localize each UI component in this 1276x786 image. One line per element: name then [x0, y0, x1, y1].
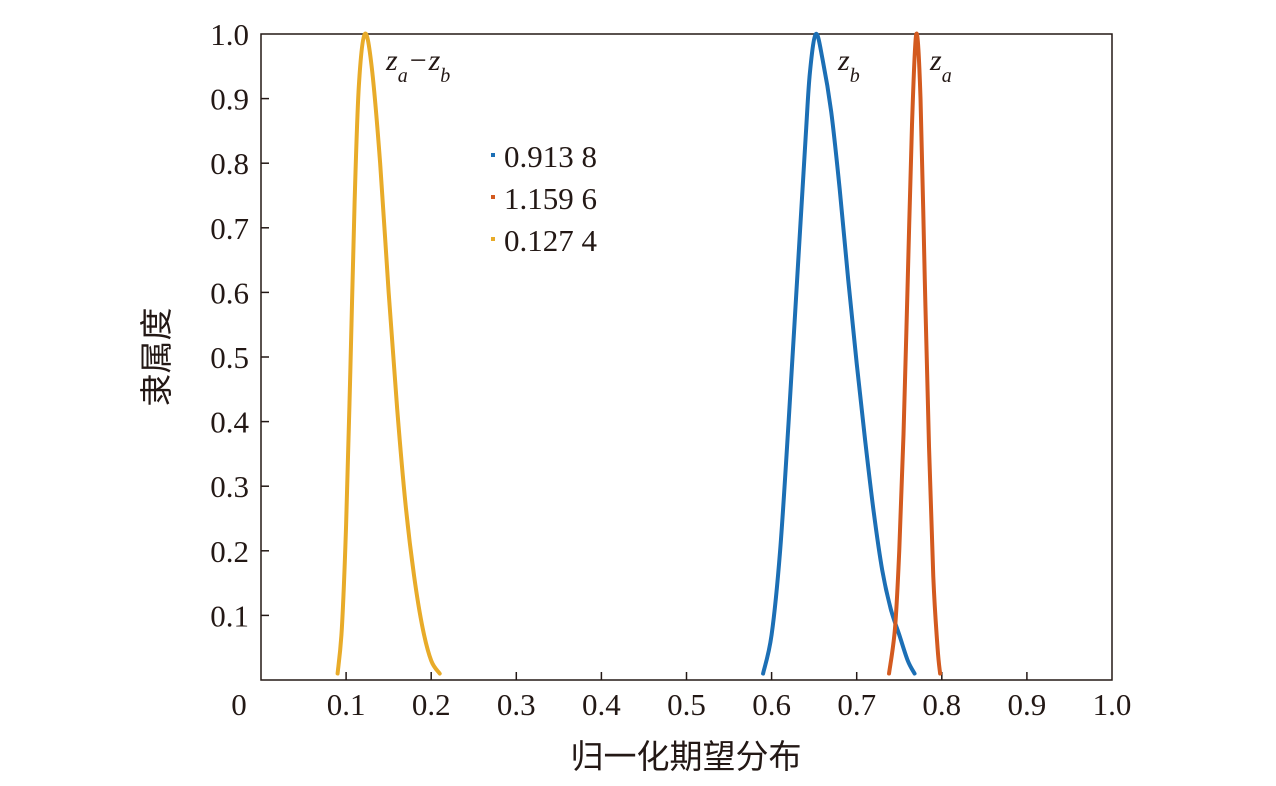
- x-tick-label: 0.1: [327, 687, 366, 722]
- curve-label-zb: zb: [837, 44, 860, 87]
- legend-label-za: 1.159 6: [504, 181, 597, 216]
- y-tick-label: 0.5: [210, 340, 249, 375]
- legend-marker-diff: [491, 237, 495, 241]
- legend-label-zb: 0.913 8: [504, 139, 597, 174]
- x-tick-label: 0.9: [1008, 687, 1047, 722]
- tick-marks: [261, 97, 1028, 680]
- legend-marker-zb: [491, 153, 495, 157]
- series-line-0: [761, 31, 917, 676]
- x-tick-labels: 0 0.1 0.2 0.3 0.4 0.5 0.6 0.7 0.8 0.9 1.0: [231, 687, 1131, 722]
- series-curves: [335, 31, 943, 676]
- y-tick-label: 0.8: [210, 146, 249, 181]
- x-tick-label: 0.7: [837, 687, 876, 722]
- y-tick-label: 0.9: [210, 82, 249, 117]
- x-axis-title: 归一化期望分布: [571, 737, 802, 776]
- y-tick-label: 0.7: [210, 211, 249, 246]
- y-tick-label: 0.1: [210, 598, 249, 633]
- x-tick-label: 0.3: [497, 687, 536, 722]
- curve-label-za: za: [929, 44, 952, 87]
- y-tick-label: 1.0: [210, 17, 249, 52]
- y-tick-label: 0.2: [210, 534, 249, 569]
- legend-marker-za: [491, 195, 495, 199]
- series-line-1: [887, 31, 943, 676]
- series-line-2: [335, 31, 442, 676]
- legend-label-diff: 0.127 4: [504, 223, 598, 258]
- x-tick-label: 0.6: [752, 687, 791, 722]
- y-tick-label: 0.6: [210, 275, 249, 310]
- y-tick-label: 0.3: [210, 469, 249, 504]
- x-tick-label: 0.8: [922, 687, 961, 722]
- plot-frame: [260, 33, 1113, 681]
- x-tick-label: 0.2: [412, 687, 451, 722]
- curve-label-za-minus-zb: za−zb: [385, 44, 450, 87]
- y-tick-label: 0.4: [210, 405, 249, 440]
- y-tick-labels: 0.1 0.2 0.3 0.4 0.5 0.6 0.7 0.8 0.9 1.0: [210, 17, 249, 633]
- x-tick-label: 0: [231, 687, 247, 722]
- x-tick-label: 0.5: [667, 687, 706, 722]
- x-tick-label: 0.4: [582, 687, 621, 722]
- legend: 0.913 8 1.159 6 0.127 4: [491, 139, 598, 258]
- y-axis-title: 隶属度: [137, 308, 176, 407]
- x-tick-label: 1.0: [1093, 687, 1132, 722]
